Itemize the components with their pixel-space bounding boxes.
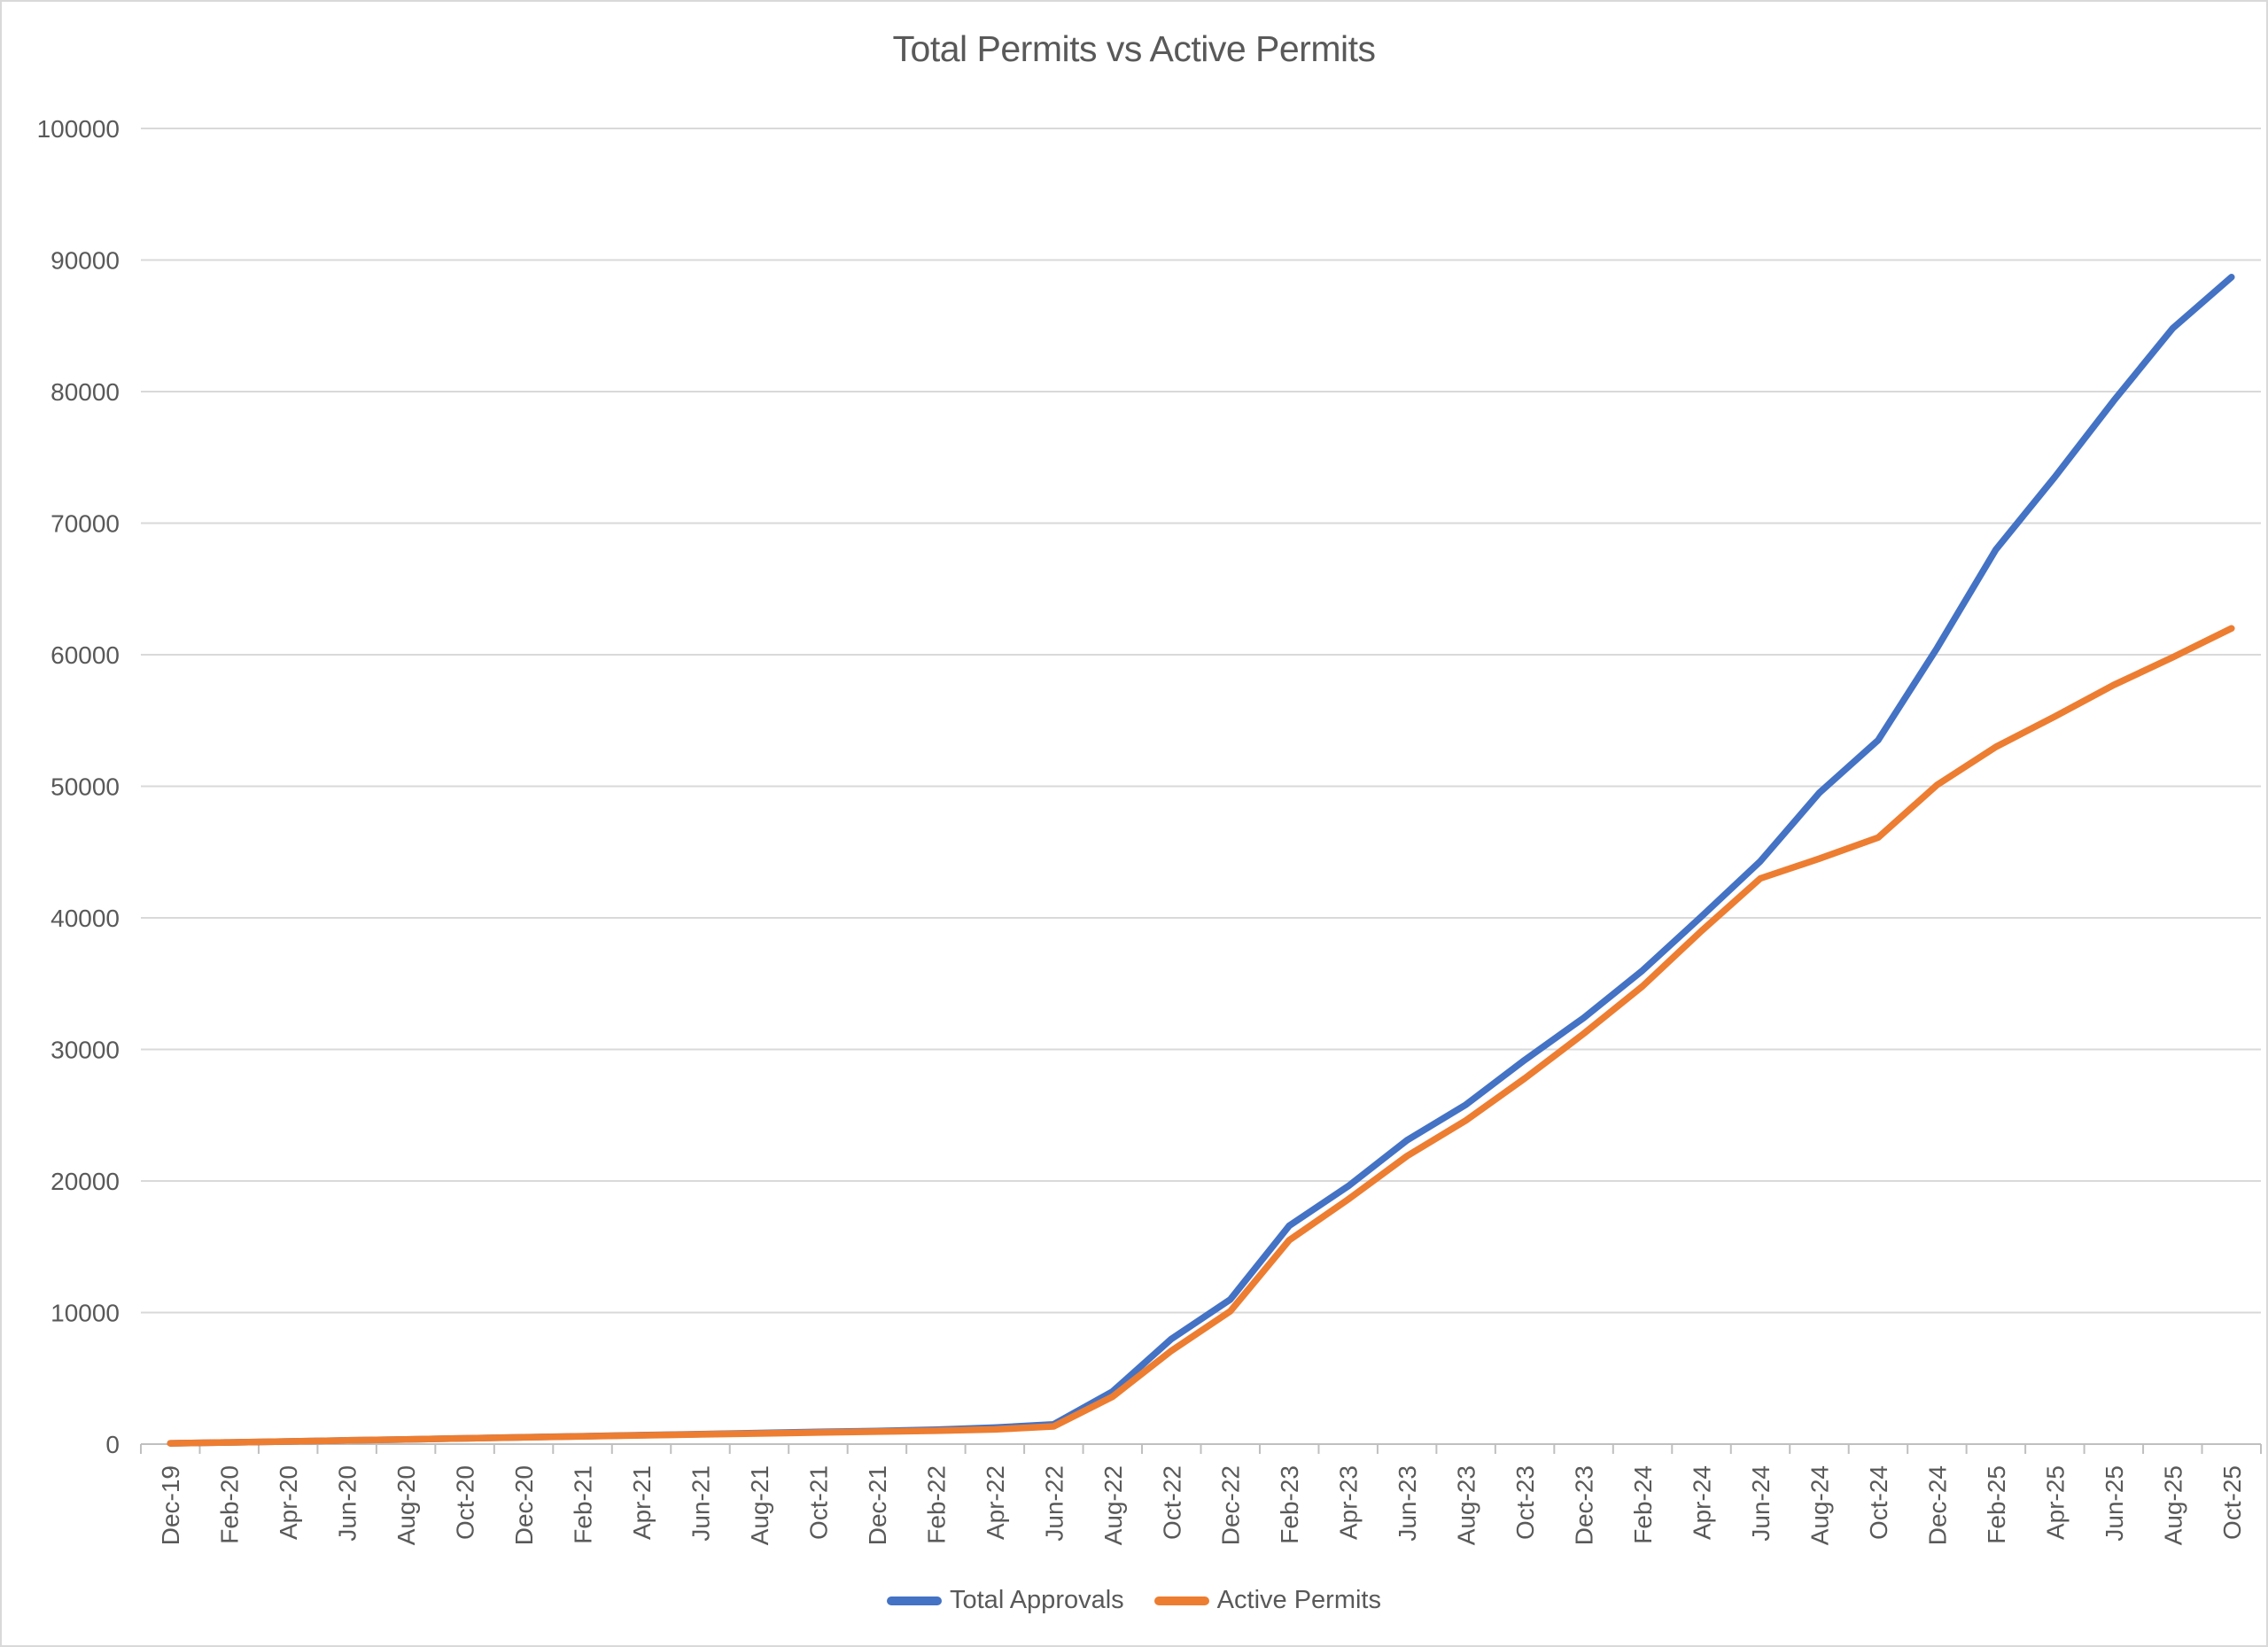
y-axis-label: 70000 — [50, 510, 120, 538]
x-axis-label: Dec-21 — [864, 1465, 891, 1545]
x-axis-label: Apr-25 — [2041, 1465, 2069, 1540]
x-axis-label: Dec-23 — [1571, 1465, 1598, 1545]
y-axis-label: 90000 — [50, 247, 120, 275]
x-axis-label: Apr-20 — [275, 1465, 302, 1540]
total-approvals-legend-swatch — [887, 1596, 942, 1605]
legend: Total Approvals Active Permits — [2, 1586, 2266, 1615]
y-axis-label: 80000 — [50, 378, 120, 406]
active-permits-line — [167, 625, 2235, 1447]
y-axis-label: 40000 — [50, 905, 120, 932]
x-axis-label: Jun-20 — [334, 1465, 361, 1542]
x-axis-label: Aug-25 — [2159, 1465, 2186, 1545]
total-approvals-legend-label: Total Approvals — [950, 1586, 1124, 1614]
x-axis-label: Jun-21 — [687, 1465, 714, 1542]
x-axis-label: Apr-23 — [1335, 1465, 1363, 1540]
x-axis-label: Jun-24 — [1747, 1465, 1775, 1542]
active-permits-legend-swatch — [1153, 1596, 1209, 1605]
x-axis-label: Oct-23 — [1511, 1465, 1539, 1540]
x-axis-label: Dec-19 — [157, 1465, 184, 1545]
x-axis-label: Oct-20 — [452, 1465, 479, 1540]
x-axis-label: Apr-21 — [628, 1465, 656, 1540]
x-axis-label: Feb-20 — [216, 1465, 244, 1544]
x-axis-label: Feb-25 — [1983, 1465, 2010, 1544]
active-permits-legend-label: Active Permits — [1216, 1586, 1381, 1614]
x-axis-label: Oct-24 — [1865, 1465, 1892, 1540]
y-axis-label: 20000 — [50, 1168, 120, 1195]
x-axis-label: Apr-24 — [1689, 1465, 1716, 1540]
x-axis-label: Aug-21 — [746, 1465, 773, 1545]
chart-title: Total Permits vs Active Permits — [892, 28, 1376, 69]
x-axis-label: Dec-24 — [1923, 1465, 1951, 1545]
total-approvals-line — [167, 274, 2235, 1447]
x-axis-label: Aug-23 — [1453, 1465, 1480, 1545]
x-axis-label: Feb-22 — [922, 1465, 950, 1544]
y-axis-label: 100000 — [37, 115, 120, 143]
x-axis-label: Oct-22 — [1158, 1465, 1185, 1540]
x-axis-label: Oct-25 — [2218, 1465, 2246, 1540]
y-axis-label: 60000 — [50, 641, 120, 669]
x-axis-label: Feb-24 — [1629, 1465, 1657, 1544]
x-axis-label: Aug-20 — [392, 1465, 420, 1545]
x-axis-label: Aug-24 — [1806, 1465, 1833, 1545]
legend-item-active-permits: Active Permits — [1153, 1586, 1381, 1615]
y-axis-label: 0 — [105, 1431, 120, 1458]
x-axis-label: Jun-25 — [2101, 1465, 2128, 1542]
x-axis-label: Apr-22 — [982, 1465, 1009, 1540]
x-axis-label: Dec-20 — [510, 1465, 538, 1545]
x-axis-label: Feb-21 — [570, 1465, 597, 1544]
legend-item-total-approvals: Total Approvals — [887, 1586, 1124, 1615]
y-axis-label: 30000 — [50, 1037, 120, 1064]
x-axis-label: Jun-22 — [1040, 1465, 1068, 1542]
x-axis-label: Dec-22 — [1217, 1465, 1245, 1545]
x-axis-label: Oct-21 — [804, 1465, 832, 1540]
x-axis-label: Aug-22 — [1099, 1465, 1127, 1545]
y-axis-label: 10000 — [50, 1300, 120, 1327]
y-axis-label: 50000 — [50, 773, 120, 801]
x-axis-label: Jun-23 — [1394, 1465, 1421, 1542]
x-axis-label: Feb-23 — [1276, 1465, 1303, 1544]
